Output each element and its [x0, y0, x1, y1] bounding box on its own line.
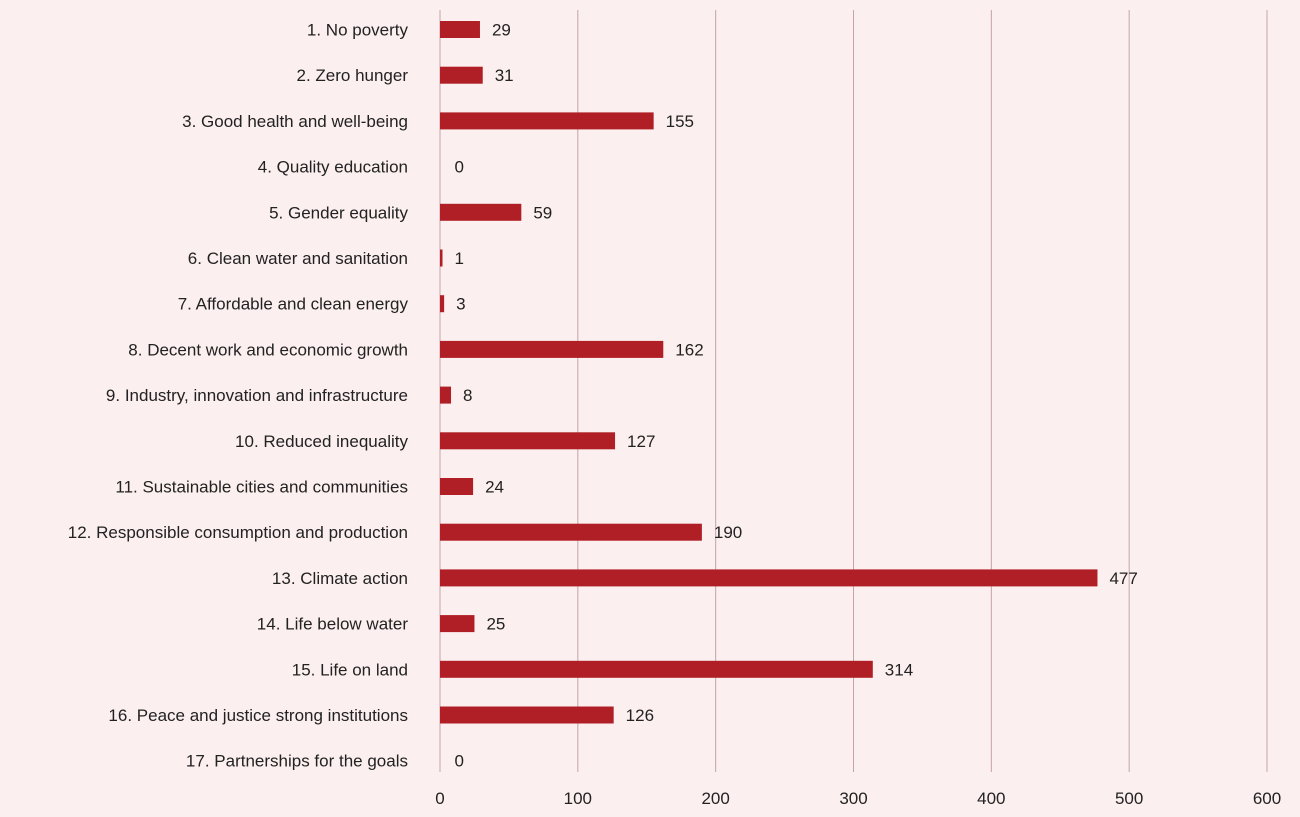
value-label: 31: [495, 66, 514, 85]
bar: [440, 112, 654, 130]
x-tick-label: 400: [977, 789, 1005, 808]
bar: [440, 66, 483, 84]
category-label: 16. Peace and justice strong institution…: [108, 706, 408, 725]
value-label: 314: [885, 660, 913, 679]
category-label: 1. No poverty: [307, 21, 409, 40]
bar: [440, 21, 480, 38]
category-label: 9. Industry, innovation and infrastructu…: [106, 386, 408, 405]
value-label: 0: [455, 752, 464, 771]
value-label: 190: [714, 523, 742, 542]
category-label: 14. Life below water: [257, 615, 409, 634]
value-label: 29: [492, 21, 511, 40]
category-label: 10. Reduced inequality: [235, 432, 408, 451]
category-label: 11. Sustainable cities and communities: [115, 478, 408, 497]
category-label: 12. Responsible consumption and producti…: [68, 523, 408, 542]
bar: [440, 660, 873, 678]
bar: [440, 569, 1098, 587]
bar: [440, 249, 443, 267]
bar: [440, 706, 614, 724]
value-label: 155: [666, 112, 694, 131]
category-label: 15. Life on land: [292, 660, 408, 679]
x-tick-label: 500: [1115, 789, 1143, 808]
category-label: 4. Quality education: [258, 158, 408, 177]
value-label: 126: [626, 706, 654, 725]
bar: [440, 523, 702, 541]
value-label: 1: [455, 249, 464, 268]
x-tick-label: 300: [839, 789, 867, 808]
value-label: 59: [533, 203, 552, 222]
category-label: 5. Gender equality: [269, 203, 408, 222]
category-label: 6. Clean water and sanitation: [188, 249, 408, 268]
bar: [440, 295, 445, 313]
x-tick-label: 0: [435, 789, 444, 808]
x-tick-label: 200: [701, 789, 729, 808]
bar: [440, 203, 522, 221]
value-label: 127: [627, 432, 655, 451]
category-label: 17. Partnerships for the goals: [186, 752, 408, 771]
bar: [440, 340, 664, 358]
value-label: 24: [485, 478, 504, 497]
category-label: 3. Good health and well-being: [182, 112, 408, 131]
x-tick-label: 100: [564, 789, 592, 808]
category-label: 7. Affordable and clean energy: [178, 295, 409, 314]
value-label: 477: [1109, 569, 1137, 588]
bar: [440, 478, 474, 495]
value-label: 3: [456, 295, 465, 314]
category-label: 2. Zero hunger: [296, 66, 408, 85]
value-label: 162: [675, 340, 703, 359]
category-label: 8. Decent work and economic growth: [128, 340, 408, 359]
bar: [440, 386, 452, 404]
value-label: 8: [463, 386, 472, 405]
x-tick-label: 600: [1253, 789, 1281, 808]
value-label: 25: [486, 615, 505, 634]
bar: [440, 432, 616, 450]
category-label: 13. Climate action: [272, 569, 408, 588]
value-label: 0: [455, 158, 464, 177]
bar: [440, 615, 475, 633]
